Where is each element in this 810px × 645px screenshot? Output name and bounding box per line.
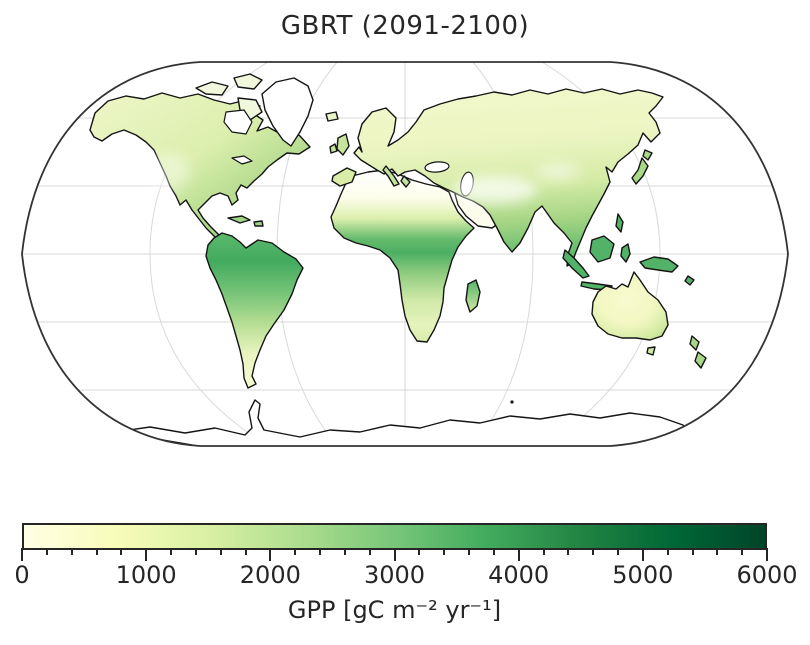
colorbar-major-tick — [145, 548, 148, 561]
colorbar-major-tick — [517, 548, 520, 561]
black-sea — [424, 161, 450, 173]
colorbar-ticks — [21, 548, 768, 564]
landmasses — [89, 73, 707, 446]
landmass-africa — [330, 169, 475, 343]
landmass-greenland — [261, 77, 314, 147]
colorbar-minor-tick — [741, 548, 744, 555]
colorbar-major-tick — [393, 548, 396, 561]
colorbar-minor-tick — [418, 548, 421, 555]
colorbar-tick-label: 2000 — [239, 561, 301, 589]
landmass-iberia — [331, 167, 357, 187]
landmass-iceland — [325, 111, 339, 122]
colorbar-tick-label: 4000 — [488, 561, 550, 589]
colorbar-minor-tick — [666, 548, 669, 555]
colorbar-major-tick — [21, 548, 23, 561]
colorbar-minor-tick — [716, 548, 719, 555]
colorbar-minor-tick — [45, 548, 48, 555]
colorbar-minor-tick — [368, 548, 371, 555]
colorbar-minor-tick — [492, 548, 495, 555]
colorbar-tick-label: 6000 — [736, 561, 798, 589]
landmass-greece — [400, 175, 411, 188]
colorbar-minor-tick — [592, 548, 595, 555]
map-content — [22, 62, 788, 446]
colorbar-minor-tick — [319, 548, 321, 555]
landmass-arctic-islands — [195, 73, 263, 121]
landmass-south-america — [205, 232, 304, 389]
landmass-hokkaido — [642, 149, 653, 161]
landmass-japan — [631, 157, 649, 185]
colorbar-tick-label: 1000 — [115, 561, 177, 589]
colorbar-major-tick — [269, 548, 272, 561]
landmass-antarctica — [114, 399, 691, 446]
landmass-new-zealand-north — [689, 335, 700, 351]
colorbar-minor-tick — [542, 548, 545, 555]
landmass-tasmania — [646, 346, 656, 356]
desert-overlays — [146, 154, 580, 204]
figure-title: GBRT (2091-2100) — [280, 11, 530, 41]
landmass-hispaniola — [253, 220, 264, 227]
colorbar-minor-tick — [294, 548, 297, 555]
colorbar — [22, 523, 767, 550]
colorbar-minor-tick — [194, 548, 197, 555]
colorbar-minor-tick — [70, 548, 73, 555]
colorbar-minor-tick — [244, 548, 247, 555]
colorbar-minor-tick — [617, 548, 619, 555]
colorbar-minor-tick — [219, 548, 222, 555]
colorbar-label: GPP [gC m⁻² yr⁻¹] — [287, 596, 502, 624]
hudson-bay — [223, 109, 253, 135]
colorbar-tick-label: 5000 — [612, 561, 674, 589]
map-outline — [21, 61, 789, 447]
world-map — [21, 61, 789, 447]
colorbar-minor-tick — [170, 548, 172, 555]
north-america-drylands — [146, 154, 190, 190]
gobi-desert — [536, 163, 580, 181]
colorbar-tick-label: 3000 — [363, 561, 426, 589]
colorbar-minor-tick — [443, 548, 446, 555]
landmass-ireland — [329, 143, 338, 154]
colorbar-minor-tick — [567, 548, 570, 555]
colorbar-minor-tick — [120, 548, 123, 555]
landmass-philippines — [615, 213, 624, 233]
central-asia-desert — [453, 176, 537, 204]
colorbar-gradient — [24, 525, 765, 548]
great-lakes — [231, 155, 253, 165]
landmass-small-island — [510, 400, 514, 404]
colorbar-major-tick — [641, 548, 644, 561]
landmass-new-zealand-south — [694, 351, 707, 369]
colorbar-minor-tick — [691, 548, 694, 555]
landmass-indonesia — [562, 235, 695, 291]
landmass-australia — [591, 271, 669, 341]
landmass-madagascar — [465, 279, 481, 313]
landmass-italy — [382, 165, 400, 187]
colorbar-major-tick — [766, 548, 768, 561]
colorbar-tick-labels: 0 1000 2000 3000 4000 5000 6000 — [14, 561, 797, 591]
colorbar-minor-tick — [343, 548, 346, 555]
landmass-britain — [336, 133, 350, 156]
colorbar-minor-tick — [95, 548, 98, 555]
colorbar-minor-tick — [468, 548, 470, 555]
landmass-cuba — [227, 215, 251, 224]
colorbar-tick-label: 0 — [14, 561, 30, 589]
